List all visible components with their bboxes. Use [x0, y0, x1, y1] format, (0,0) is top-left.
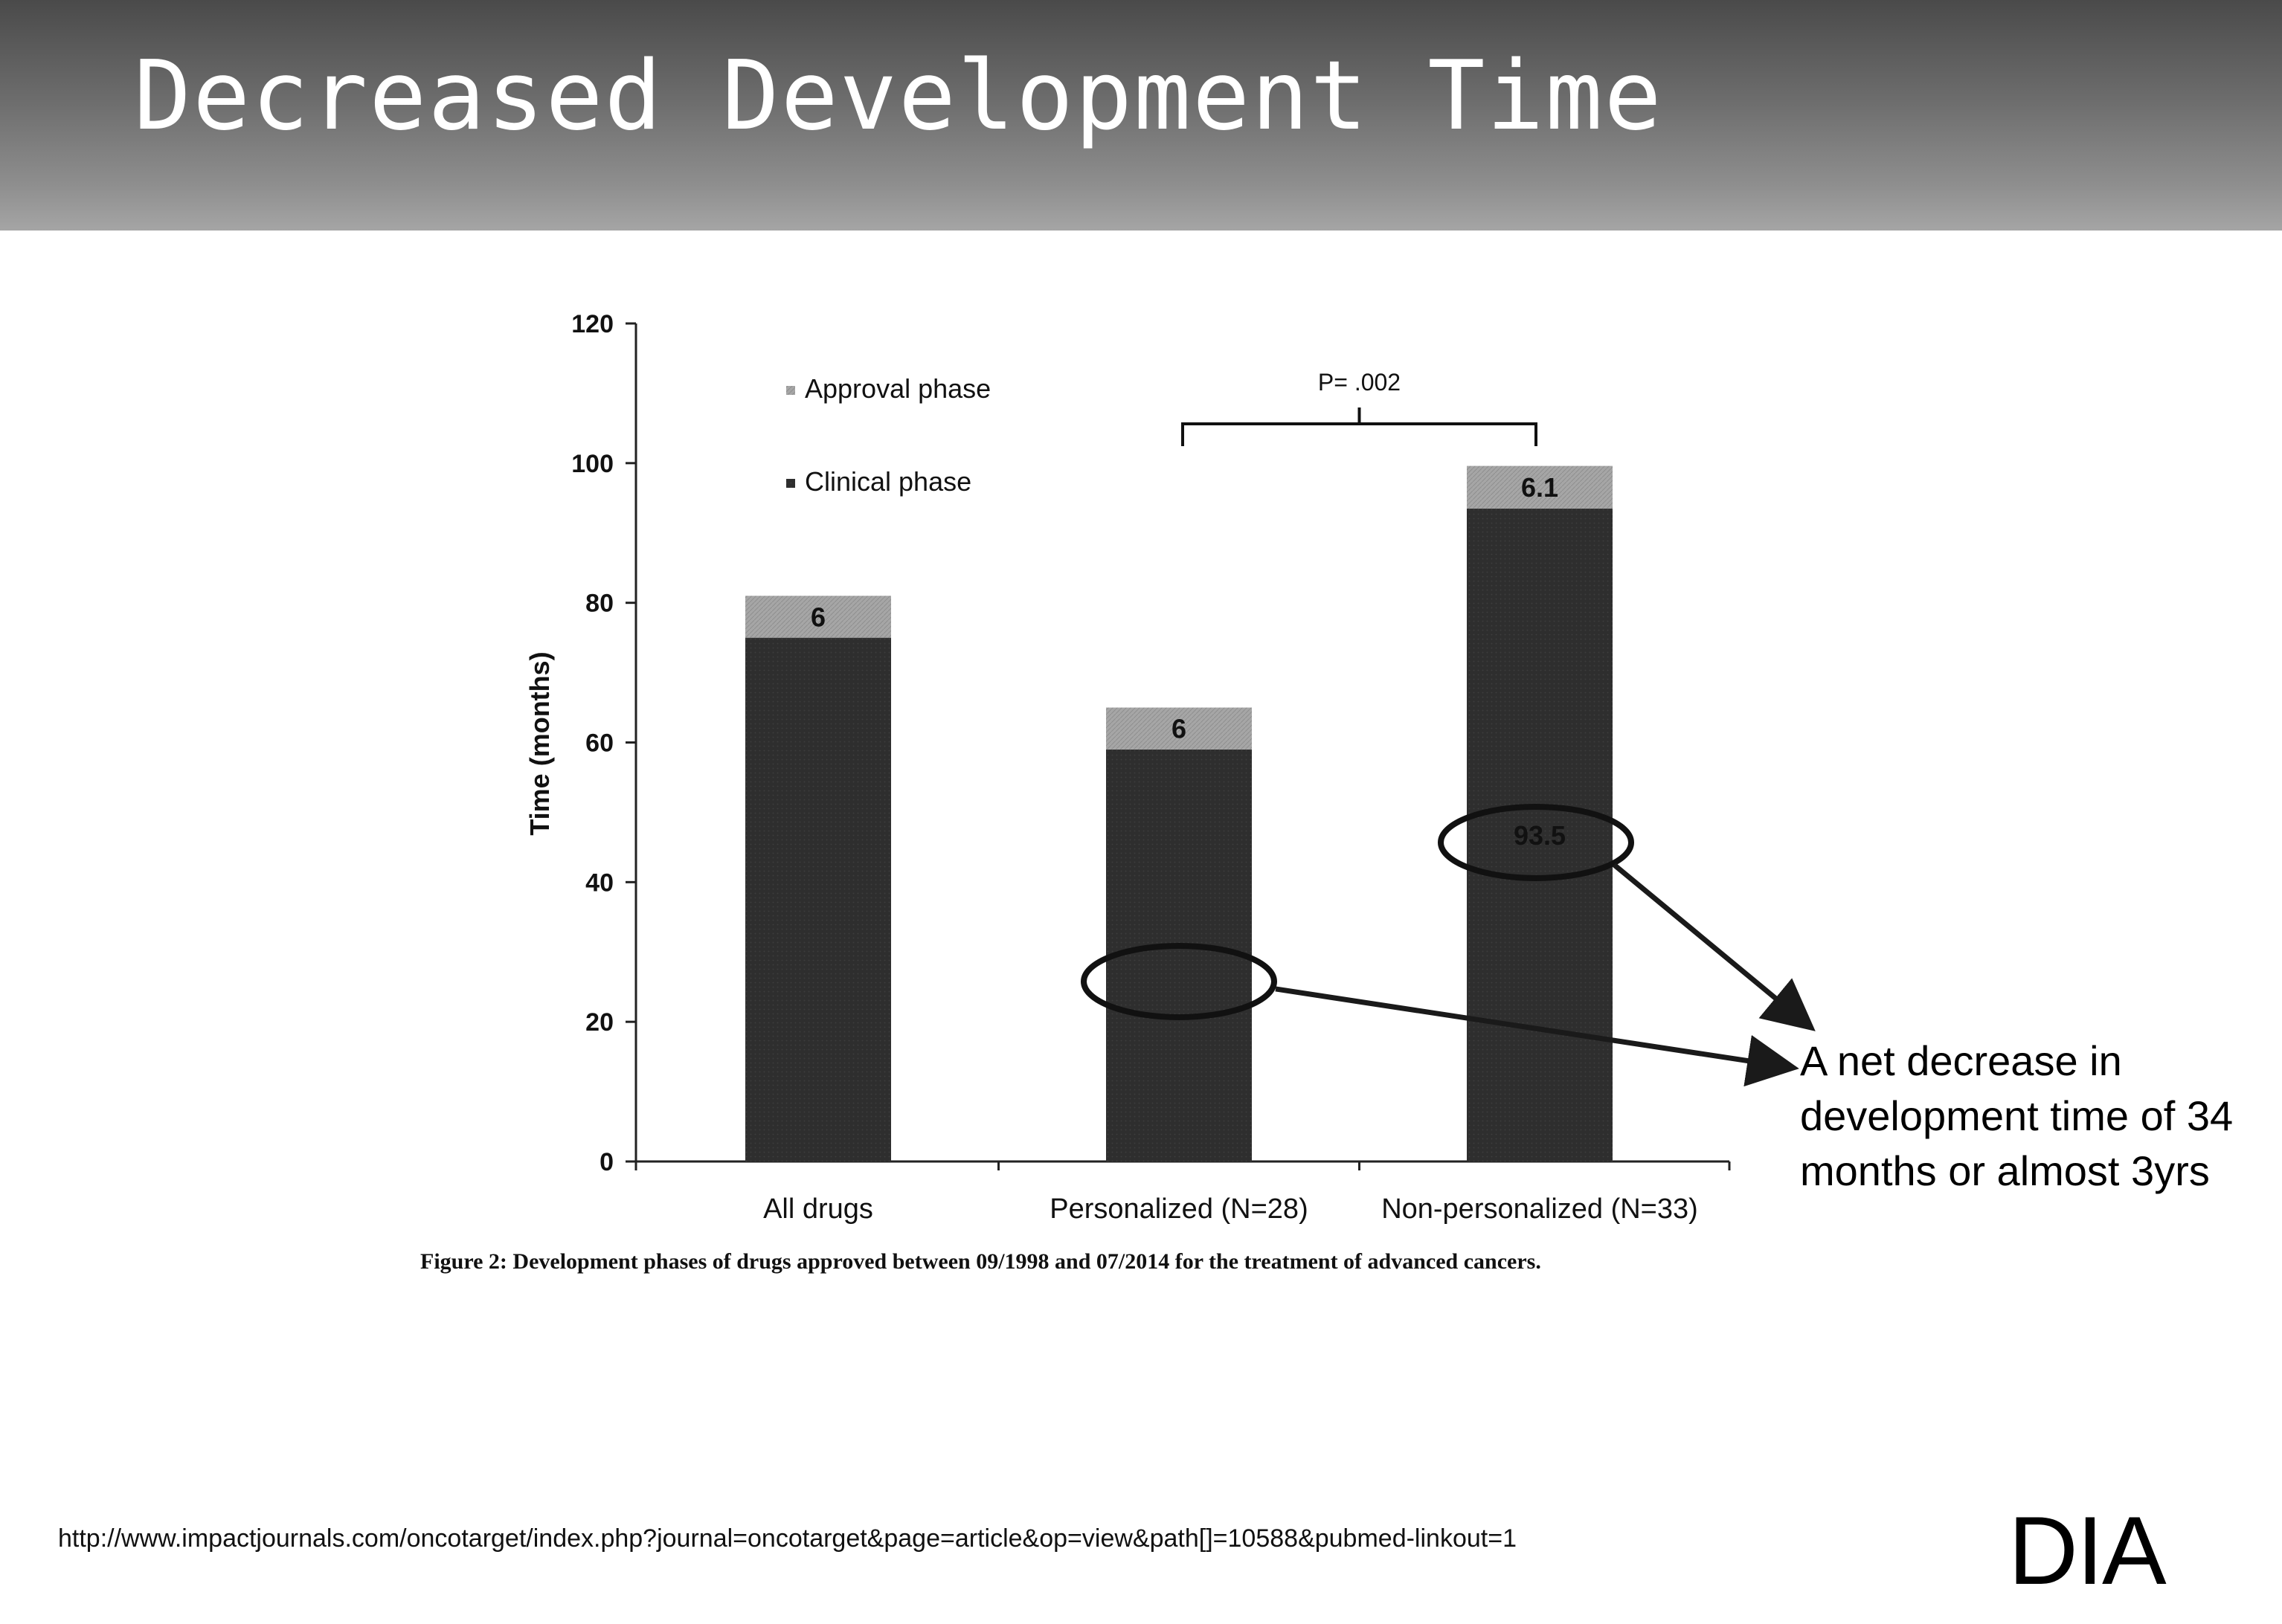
highlight-ellipse — [1081, 942, 1277, 1020]
bar-approval-phase — [745, 596, 891, 638]
y-tick-label: 120 — [571, 310, 614, 338]
y-tick-label: 60 — [585, 729, 614, 758]
legend-label: Approval phase — [805, 373, 991, 404]
legend-swatch — [786, 386, 795, 395]
bar-approval-phase — [1106, 707, 1252, 750]
bar-approval-phase — [1467, 465, 1613, 509]
title-banner: Decreased Development Time — [0, 0, 2282, 231]
data-label: 6 — [811, 602, 826, 632]
figure-caption: Figure 2: Development phases of drugs ap… — [420, 1249, 1541, 1274]
significance-bracket: P= .002 — [1181, 369, 1537, 446]
bracket-line — [1181, 407, 1537, 446]
legend-label: Clinical phase — [805, 466, 971, 497]
y-tick-label: 40 — [585, 869, 614, 897]
x-tick-label: All drugs — [763, 1193, 873, 1225]
x-tick-label: Non-personalized (N=33) — [1381, 1193, 1698, 1225]
highlights — [1081, 803, 1816, 1087]
slide-title: Decreased Development Time — [134, 41, 1663, 152]
y-tick-label: 80 — [585, 590, 614, 618]
data-label: 93.5 — [1514, 820, 1566, 851]
data-label: 6 — [1171, 714, 1186, 744]
y-tick-label: 20 — [585, 1008, 614, 1037]
bar-clinical-phase — [1467, 508, 1613, 1161]
p-value-label: P= .002 — [1318, 369, 1401, 396]
y-axis: 0 20 40 60 80 100 120 Time (months) — [524, 310, 637, 1176]
x-ticks: All drugs Personalized (N=28) Non-personal… — [634, 1161, 1731, 1225]
x-tick-label: Personalized (N=28) — [1050, 1193, 1308, 1225]
legend: Approval phase Clinical phase — [786, 373, 991, 497]
bar-clinical-phase — [745, 637, 891, 1161]
bars: 6 6 93.5 6.1 — [745, 465, 1613, 1161]
annotation-note: A net decrease in development time of 34… — [1800, 1037, 2234, 1194]
y-tick-label: 100 — [571, 450, 614, 478]
bar-clinical-phase — [1106, 749, 1252, 1161]
source-link[interactable]: http://www.impactjournals.com/oncotarget… — [58, 1524, 1517, 1553]
annotation-arrow — [1275, 986, 1799, 1087]
highlight-ellipse — [1438, 803, 1634, 881]
annotation-arrow — [1612, 863, 1816, 1031]
x-axis: All drugs Personalized (N=28) Non-personal… — [634, 1160, 1731, 1225]
y-tick-label: 0 — [600, 1148, 614, 1176]
data-label: 6.1 — [1521, 472, 1558, 503]
legend-swatch — [786, 479, 795, 488]
y-axis-label: Time (months) — [524, 651, 555, 835]
y-ticks: 0 20 40 60 80 100 120 — [571, 310, 636, 1176]
dia-logo: DIA — [2008, 1496, 2167, 1605]
